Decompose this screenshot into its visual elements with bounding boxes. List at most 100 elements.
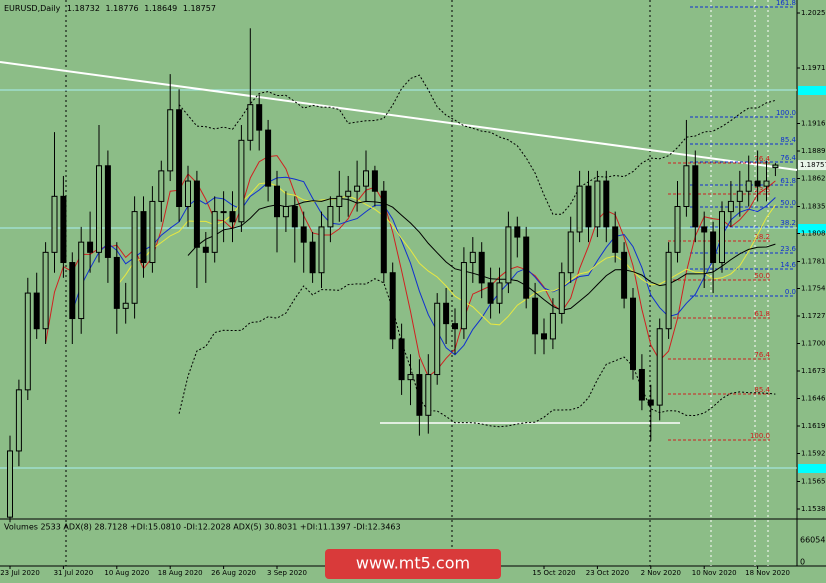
volume-tick: 66054: [800, 536, 825, 545]
volume-tick: 0: [800, 558, 805, 567]
y-tick-label: 1.17005: [801, 339, 826, 347]
moving-average: [45, 155, 776, 378]
fib-label: 76.4: [780, 154, 796, 162]
y-tick-label: 1.18895: [801, 147, 826, 155]
x-tick-label: 3 Sep 2020: [267, 569, 307, 577]
x-tick-label: 10 Nov 2020: [692, 569, 737, 577]
x-tick-label: 18 Aug 2020: [158, 569, 203, 577]
candle-body: [585, 185, 592, 228]
candle-body: [478, 251, 485, 284]
candle-body: [727, 200, 734, 213]
y-tick-label: 1.16195: [801, 422, 826, 430]
candle-body: [621, 251, 628, 299]
candle-body: [469, 251, 476, 264]
candle-body: [452, 323, 458, 330]
candle-body: [683, 165, 690, 208]
candle-body: [514, 226, 521, 238]
banner-text[interactable]: www.mt5.com: [356, 554, 470, 573]
candle-body: [496, 282, 503, 304]
fib-label: 38.2: [780, 219, 796, 227]
candle-body: [131, 211, 138, 304]
candle-body: [576, 185, 583, 233]
candle-body: [674, 206, 681, 253]
y-tick-label: 1.20250: [801, 9, 826, 17]
candle-body: [211, 211, 218, 253]
candle-body: [291, 206, 298, 228]
candle-body: [389, 272, 396, 340]
fib-label: 85.4: [754, 386, 770, 394]
candle-body: [158, 170, 165, 202]
banner[interactable]: [325, 549, 501, 579]
x-tick-label: 2 Nov 2020: [641, 569, 681, 577]
candle-body: [719, 211, 725, 264]
open: 1.18732: [67, 4, 100, 13]
candle-body: [745, 180, 752, 192]
candle-body: [15, 389, 22, 452]
candle-body: [647, 399, 654, 406]
symbol-label: EURUSD,Daily 1.18732 1.18776 1.18649 1.1…: [4, 4, 216, 13]
candles: [7, 28, 779, 523]
candle-body: [140, 211, 147, 264]
y-tick-label: 1.16465: [801, 394, 826, 402]
candle-body: [754, 180, 761, 187]
candle-body: [24, 292, 31, 391]
candle-body: [78, 241, 85, 320]
candle-body: [398, 338, 405, 381]
y-tick-label: 1.17545: [801, 284, 826, 292]
y-tick-label: 1.18625: [801, 175, 826, 183]
fib-label: 0.0: [785, 288, 796, 296]
candle-body: [692, 165, 699, 228]
candle-body: [96, 165, 102, 253]
y-tick-label: 1.19710: [801, 64, 826, 72]
candle-body: [238, 139, 245, 223]
candle-body: [763, 180, 770, 187]
candle-body: [229, 211, 236, 223]
candle-body: [772, 164, 779, 169]
symbol: EURUSD,Daily: [4, 4, 61, 13]
period-separators: [65, 0, 769, 566]
fib-label: 100.0: [750, 432, 770, 440]
fib-label: 76.4: [754, 155, 770, 163]
high: 1.18776: [106, 4, 139, 13]
close: 1.18757: [183, 4, 216, 13]
fib-label: 23.6: [780, 245, 796, 253]
candle-body: [665, 251, 672, 330]
price-tag-label: 1.18757: [800, 161, 826, 169]
candle-body: [256, 104, 263, 131]
candle-body: [416, 374, 423, 416]
candle-body: [363, 170, 369, 187]
x-tick-label: 23 Oct 2020: [586, 569, 629, 577]
y-tick-label: 1.18350: [801, 203, 826, 211]
y-tick-label: 1.19165: [801, 120, 826, 128]
fib-label: 50.0: [754, 272, 770, 280]
candle-body: [487, 282, 494, 304]
candle-body: [425, 374, 432, 416]
x-tick-label: 18 Nov 2020: [745, 569, 790, 577]
fib-label: 85.4: [780, 136, 796, 144]
x-tick-label: 31 Jul 2020: [54, 569, 94, 577]
fib-label: 14.6: [780, 261, 796, 269]
candle-body: [345, 190, 352, 197]
y-tick-label: 1.15380: [801, 505, 826, 513]
candle-body: [594, 180, 601, 228]
fib-label: 50.0: [780, 199, 796, 207]
low: 1.18649: [144, 4, 177, 13]
y-tick-label: 1.17810: [801, 258, 826, 266]
candle-body: [327, 206, 334, 228]
candle-body: [567, 231, 574, 274]
price-tag: [798, 160, 826, 171]
bollinger-band: [178, 278, 776, 428]
fib-label: 61.8: [754, 310, 770, 318]
candle-body: [371, 170, 378, 192]
candle-body: [33, 292, 40, 330]
y-tick-label: 1.18085: [801, 230, 826, 238]
fib-label: 161.8: [776, 0, 796, 7]
candle-body: [60, 195, 67, 264]
fibonacci: 161.8 100.0 85.4 76.4 61.8 50.0 38.2 23.6 14.6 0.…: [668, 0, 797, 441]
candle-body: [167, 109, 174, 172]
candle-body: [443, 302, 450, 325]
candle-body: [113, 256, 120, 309]
candle-body: [380, 190, 387, 274]
candle-body: [523, 236, 530, 299]
